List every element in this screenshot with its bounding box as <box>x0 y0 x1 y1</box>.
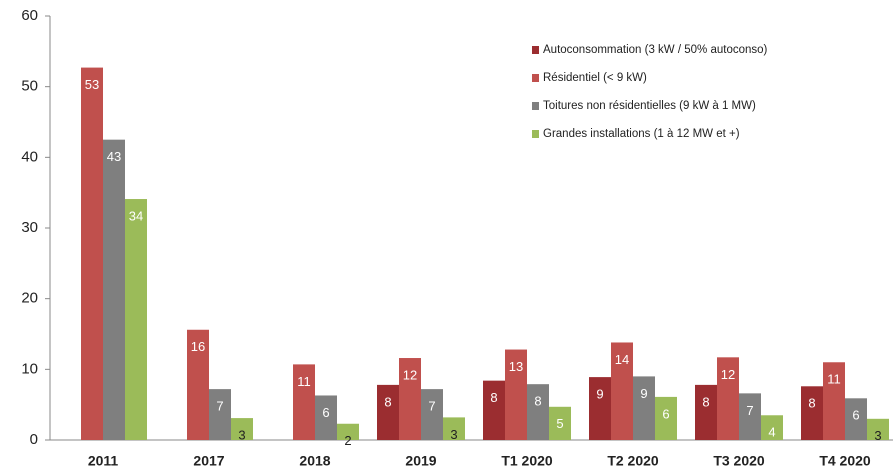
value-label: 9 <box>596 387 603 402</box>
value-label: 14 <box>615 352 629 367</box>
bar <box>867 418 889 440</box>
legend-label: Toitures non résidentielles (9 kW à 1 MW… <box>543 100 756 112</box>
x-tick-label: T1 2020 <box>501 453 553 469</box>
legend-label: Autoconsommation (3 kW / 50% autoconso) <box>543 44 768 56</box>
value-label: 8 <box>384 394 391 409</box>
bar <box>801 386 823 440</box>
legend-label: Résidentiel (< 9 kW) <box>543 72 647 84</box>
y-tick-label: 30 <box>21 219 38 236</box>
x-tick-label: T4 2020 <box>819 453 871 469</box>
bar <box>399 358 421 440</box>
bar <box>655 396 677 440</box>
bar <box>549 406 571 440</box>
y-tick-label: 50 <box>21 78 38 95</box>
bar <box>633 376 655 440</box>
legend-label: Grandes installations (1 à 12 MW et +) <box>543 128 740 140</box>
bar <box>231 418 253 440</box>
bar <box>443 417 465 440</box>
bar <box>611 342 633 440</box>
value-label: 11 <box>297 374 311 389</box>
x-tick-label: 2019 <box>405 453 436 469</box>
value-label: 6 <box>852 408 859 423</box>
legend-swatch <box>532 102 539 110</box>
bar <box>845 398 867 440</box>
value-label: 12 <box>721 367 735 382</box>
y-tick-label: 20 <box>21 290 38 307</box>
value-label: 8 <box>702 394 709 409</box>
y-tick-label: 60 <box>21 7 38 24</box>
bar <box>589 377 611 440</box>
bar <box>337 423 359 440</box>
x-tick-label: 2011 <box>88 453 119 469</box>
bar <box>823 362 845 440</box>
bar <box>717 357 739 440</box>
bar <box>761 415 783 440</box>
value-label: 9 <box>640 386 647 401</box>
y-tick-label: 10 <box>21 360 38 377</box>
bar <box>505 349 527 440</box>
x-tick-label: 2018 <box>299 453 330 469</box>
legend-swatch <box>532 46 539 54</box>
legend-swatch <box>532 130 539 138</box>
bar <box>527 384 549 440</box>
bar <box>739 393 761 440</box>
value-label: 2 <box>344 433 351 448</box>
value-label: 53 <box>85 77 99 92</box>
value-label: 7 <box>428 399 435 414</box>
value-label: 43 <box>107 149 121 164</box>
bar <box>377 384 399 440</box>
bar <box>209 389 231 440</box>
bar <box>293 364 315 440</box>
bar <box>483 380 505 440</box>
value-label: 34 <box>129 208 143 223</box>
value-label: 11 <box>827 372 841 387</box>
bar <box>125 199 147 440</box>
value-label: 8 <box>490 390 497 405</box>
legend-swatch <box>532 74 539 82</box>
value-label: 6 <box>322 405 329 420</box>
value-label: 12 <box>403 367 417 382</box>
x-tick-label: 2017 <box>193 453 224 469</box>
value-label: 7 <box>746 403 753 418</box>
bar <box>421 389 443 440</box>
bar <box>315 395 337 440</box>
value-label: 3 <box>238 428 245 443</box>
x-tick-label: T2 2020 <box>607 453 659 469</box>
value-label: 7 <box>216 399 223 414</box>
value-label: 8 <box>534 394 541 409</box>
y-tick-label: 0 <box>30 431 38 448</box>
value-label: 5 <box>556 416 563 431</box>
x-tick-label: T3 2020 <box>713 453 765 469</box>
value-label: 3 <box>450 427 457 442</box>
value-label: 8 <box>808 396 815 411</box>
value-label: 3 <box>874 428 881 443</box>
bar <box>81 67 103 440</box>
value-label: 13 <box>509 359 523 374</box>
bar <box>187 329 209 440</box>
value-label: 6 <box>662 406 669 421</box>
value-label: 4 <box>768 425 775 440</box>
value-label: 16 <box>191 339 205 354</box>
bar <box>695 384 717 440</box>
y-tick-label: 40 <box>21 148 38 165</box>
bar <box>103 139 125 440</box>
